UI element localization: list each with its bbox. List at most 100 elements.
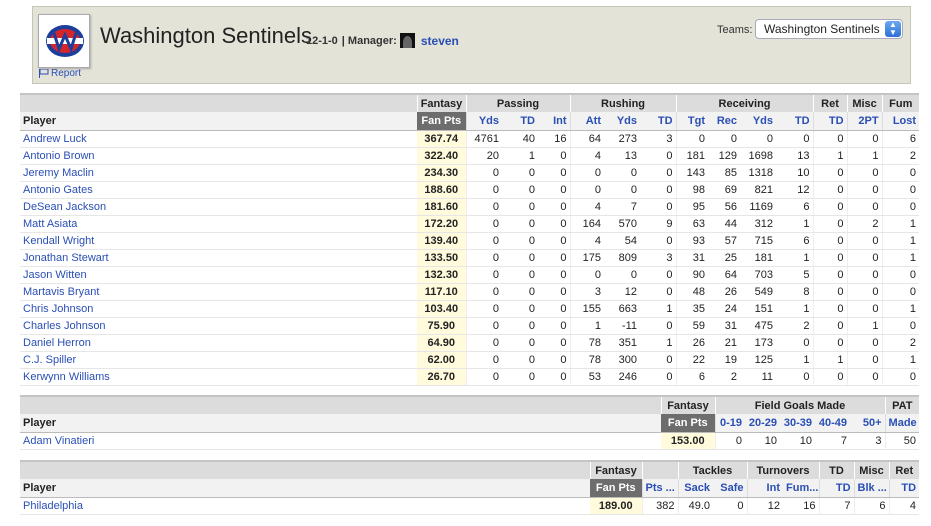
stat-cell: 0 (465, 351, 502, 369)
stat-cell: 59 (675, 317, 709, 335)
player-link[interactable]: Andrew Luck (20, 130, 417, 148)
stat-cell: 16 (538, 130, 571, 148)
player-link[interactable]: Matt Asiata (20, 215, 417, 233)
stat-cell: 2 (881, 334, 920, 352)
col-fan-pts[interactable]: Fan Pts (417, 112, 466, 131)
stat-cell: 382 (641, 497, 678, 515)
col-player[interactable]: Player (20, 414, 661, 433)
col-rush-td[interactable]: TD (640, 112, 677, 131)
kicker-column-header: Player Fan Pts 0-19 20-29 30-39 40-49 50… (20, 414, 920, 433)
col-rush-att[interactable]: Att (569, 112, 605, 131)
col-safe[interactable]: Safe (713, 479, 747, 498)
teams-select-value: Washington Sentinels (764, 22, 880, 36)
defense-column-header: Player Fan Pts Pts ... Sack Safe Int Fum… (20, 479, 920, 498)
col-misc-2pt[interactable]: 2PT (846, 112, 883, 131)
player-link[interactable]: Kerwynn Williams (20, 368, 417, 386)
stat-cell: 0 (640, 283, 677, 301)
col-rec-td[interactable]: TD (776, 112, 814, 131)
group-fantasy: Fantasy (660, 395, 715, 414)
stat-cell: 821 (740, 181, 777, 199)
col-rec-tgt[interactable]: Tgt (675, 112, 709, 131)
col-fg-20-29[interactable]: 20-29 (745, 414, 780, 433)
player-link[interactable]: C.J. Spiller (20, 351, 417, 369)
stat-cell: 6 (853, 497, 890, 515)
player-link[interactable]: Philadelphia (20, 497, 590, 515)
stat-cell: 1318 (740, 164, 777, 182)
stat-cell: 10 (776, 164, 814, 182)
stat-cell: 0 (812, 300, 848, 318)
player-link[interactable]: Daniel Herron (20, 334, 417, 352)
col-rush-yds[interactable]: Yds (604, 112, 641, 131)
player-link[interactable]: Adam Vinatieri (20, 432, 661, 450)
player-link[interactable]: Jason Witten (20, 266, 417, 284)
stat-cell: 164 (569, 215, 605, 233)
col-fg-50-plus[interactable]: 50+ (850, 414, 886, 433)
stat-cell: 181 (675, 147, 709, 165)
col-pts-allowed[interactable]: Pts ... (641, 479, 678, 498)
stat-cell: 78 (569, 351, 605, 369)
stat-cell: 35 (675, 300, 709, 318)
group-receiving: Receiving (675, 93, 814, 112)
col-int[interactable]: Int (746, 479, 783, 498)
stat-cell: 9 (640, 215, 677, 233)
col-player[interactable]: Player (20, 112, 417, 131)
stat-cell: 0 (538, 147, 571, 165)
stat-cell: 0 (465, 300, 502, 318)
report-link[interactable]: Report (39, 68, 81, 79)
player-link[interactable]: Martavis Bryant (20, 283, 417, 301)
col-fg-40-49[interactable]: 40-49 (815, 414, 850, 433)
stat-cell: 0 (640, 198, 677, 216)
stat-cell: 0 (881, 266, 920, 284)
player-link[interactable]: Jonathan Stewart (20, 249, 417, 267)
player-link[interactable]: Antonio Brown (20, 147, 417, 165)
col-rec-rec[interactable]: Rec (708, 112, 741, 131)
col-player[interactable]: Player (20, 479, 590, 498)
stat-cell: 0 (881, 317, 920, 335)
stat-cell: 549 (740, 283, 777, 301)
col-ret-td[interactable]: TD (888, 479, 920, 498)
player-link[interactable]: DeSean Jackson (20, 198, 417, 216)
col-td[interactable]: TD (818, 479, 855, 498)
stat-cell: 1 (881, 351, 920, 369)
team-name: Washington Sentinels (100, 23, 312, 48)
table-row: Philadelphia 189.00 382 49.0 0 12 16 7 6 4 (20, 497, 920, 515)
stat-cell: -11 (604, 317, 641, 335)
stat-cell: 0 (812, 198, 848, 216)
player-link[interactable]: Antonio Gates (20, 181, 417, 199)
stat-cell: 1 (776, 215, 814, 233)
stat-cell: 0 (640, 232, 677, 250)
stat-cell: 0 (812, 283, 848, 301)
stat-cell: 0 (538, 283, 571, 301)
stat-cell: 0 (604, 266, 641, 284)
col-fum[interactable]: Fum... (783, 479, 820, 498)
col-pass-td[interactable]: TD (502, 112, 538, 131)
offense-group-header: Fantasy Passing Rushing Receiving Ret Mi… (20, 93, 920, 112)
col-fg-30-39[interactable]: 30-39 (780, 414, 815, 433)
col-fan-pts[interactable]: Fan Pts (590, 479, 642, 498)
teams-select[interactable]: Washington Sentinels ▲ ▼ (755, 19, 903, 39)
player-link[interactable]: Charles Johnson (20, 317, 417, 335)
stat-cell: 181 (740, 249, 777, 267)
table-row: Charles Johnson 75.90 0 0 0 1 -11 0 59 31 475 2 0 1 0 (20, 317, 920, 335)
col-fan-pts[interactable]: Fan Pts (661, 414, 715, 433)
stat-cell: 0 (776, 368, 814, 386)
manager-link[interactable]: steven (420, 33, 459, 48)
col-rec-yds[interactable]: Yds (740, 112, 777, 131)
col-sack[interactable]: Sack (677, 479, 713, 498)
stat-cell: 0 (502, 317, 538, 335)
col-blk[interactable]: Blk ... (853, 479, 890, 498)
col-pass-int[interactable]: Int (538, 112, 571, 131)
table-row: Kendall Wright 139.40 0 0 0 4 54 0 93 57 715 6 0 0 1 (20, 232, 920, 250)
player-link[interactable]: Jeremy Maclin (20, 164, 417, 182)
col-fum-lost[interactable]: Lost (881, 112, 920, 131)
col-pat-made[interactable]: Made (884, 414, 920, 433)
stat-cell: 6 (881, 130, 920, 148)
col-pass-yds[interactable]: Yds (465, 112, 502, 131)
fan-pts-cell: 322.40 (417, 147, 466, 165)
player-link[interactable]: Chris Johnson (20, 300, 417, 318)
fan-pts-cell: 189.00 (590, 497, 642, 515)
player-link[interactable]: Kendall Wright (20, 232, 417, 250)
stat-cell: 0 (846, 368, 883, 386)
col-fg-0-19[interactable]: 0-19 (714, 414, 745, 433)
col-ret-td[interactable]: TD (812, 112, 848, 131)
